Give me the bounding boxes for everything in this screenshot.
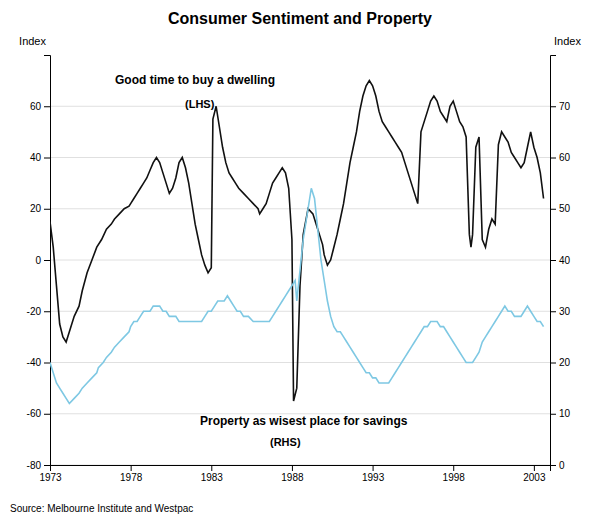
tick-label: -80 [27, 460, 42, 471]
tick-label: 0 [35, 255, 41, 266]
tick-mark [131, 465, 132, 471]
grid-line [50, 260, 550, 261]
tick-label: 60 [30, 101, 42, 112]
tick-label: 1998 [443, 472, 466, 483]
title: Consumer Sentiment and Property [168, 10, 432, 27]
tick-mark [550, 209, 556, 210]
tick: 2003 [523, 465, 546, 483]
series-line [50, 188, 544, 403]
tick-label: 40 [559, 255, 571, 266]
annotation: (RHS) [270, 436, 301, 448]
tick: 50 [550, 203, 571, 214]
tick: 1973 [39, 465, 62, 483]
tick: 1983 [201, 465, 224, 483]
tick-label: -60 [27, 408, 42, 419]
tick: 30 [550, 306, 571, 317]
tick-mark [44, 260, 50, 261]
x-axis: 1973 1978 1983 1988 1993 1998 2003 [39, 465, 550, 483]
tick: 60 [550, 152, 571, 163]
tick-mark [534, 465, 535, 471]
tick-mark [44, 311, 50, 312]
tick-mark [44, 414, 50, 415]
tick: 1988 [281, 465, 304, 483]
tick-label: -20 [27, 306, 42, 317]
tick: 40 [30, 152, 50, 163]
tick-mark [44, 363, 50, 364]
tick-label: 1988 [281, 472, 304, 483]
tick: -60 [27, 408, 50, 419]
annotation: (LHS) [185, 98, 215, 110]
tick-mark [292, 465, 293, 471]
tick-mark [550, 311, 556, 312]
tick-mark [211, 465, 212, 471]
y-axis-label: Index [19, 35, 46, 47]
tick-label: 1993 [362, 472, 385, 483]
tick-mark [453, 465, 454, 471]
tick-mark [550, 414, 556, 415]
tick-mark [550, 465, 556, 466]
tick-label: 10 [559, 408, 571, 419]
tick-label: 60 [559, 152, 571, 163]
tick-mark [44, 465, 50, 466]
tick-mark [373, 465, 374, 471]
tick: 0 [550, 460, 565, 471]
tick: -40 [27, 357, 50, 368]
tick-mark [550, 363, 556, 364]
tick-label: 40 [30, 152, 42, 163]
tick-label: -40 [27, 357, 42, 368]
tick-mark [550, 260, 556, 261]
tick: 40 [550, 255, 571, 266]
y-axis: -80 -60 -40 -20 0 20 40 60 [27, 56, 51, 471]
series-line [50, 81, 544, 401]
tick: -80 [27, 460, 50, 471]
tick-mark [550, 158, 556, 159]
tick: 20 [30, 203, 50, 214]
y2-axis-label: Index [554, 35, 581, 47]
annotations: Good time to buy a dwelling (LHS) Property… [115, 73, 408, 448]
tick-label: 0 [559, 460, 565, 471]
tick-mark [44, 209, 50, 210]
tick-label: 1973 [39, 472, 62, 483]
tick-label: 1983 [201, 472, 224, 483]
annotation: Good time to buy a dwelling [115, 73, 275, 87]
axis-line [51, 466, 551, 472]
chart: 1973 1978 1983 1988 1993 1998 2003 -80 -60 -40 -20… [0, 0, 600, 520]
tick: 20 [550, 357, 571, 368]
tick-label: 20 [30, 203, 42, 214]
grid-line [50, 106, 550, 107]
tick-mark [550, 106, 556, 107]
tick-label: 30 [559, 306, 571, 317]
axis-line [44, 56, 51, 466]
tick: 0 [35, 255, 50, 266]
tick: 70 [550, 101, 571, 112]
tick-label: 2003 [523, 472, 546, 483]
tick: 10 [550, 408, 571, 419]
annotation: Property as wisest place for savings [200, 414, 408, 428]
tick: 60 [30, 101, 50, 112]
tick-label: 1978 [120, 472, 143, 483]
tick-label: 20 [559, 357, 571, 368]
grid-line [50, 362, 550, 363]
source: Source: Melbourne Institute and Westpac [10, 503, 193, 514]
tick-mark [44, 158, 50, 159]
plot: 1973 1978 1983 1988 1993 1998 2003 -80 -60 -40 -20… [27, 56, 571, 484]
y2-axis: 0 10 20 30 40 50 60 70 [550, 56, 571, 471]
axis-line [551, 56, 557, 466]
tick: 1998 [443, 465, 466, 483]
tick-mark [44, 106, 50, 107]
tick-label: 50 [559, 203, 571, 214]
tick: 1993 [362, 465, 385, 483]
lines [50, 81, 544, 404]
tick: 1978 [120, 465, 143, 483]
tick-label: 70 [559, 101, 571, 112]
tick: -20 [27, 306, 50, 317]
